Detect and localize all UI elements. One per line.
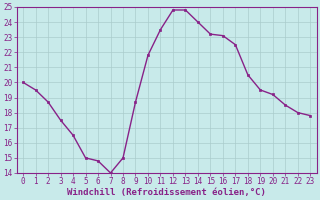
X-axis label: Windchill (Refroidissement éolien,°C): Windchill (Refroidissement éolien,°C) xyxy=(67,188,266,197)
